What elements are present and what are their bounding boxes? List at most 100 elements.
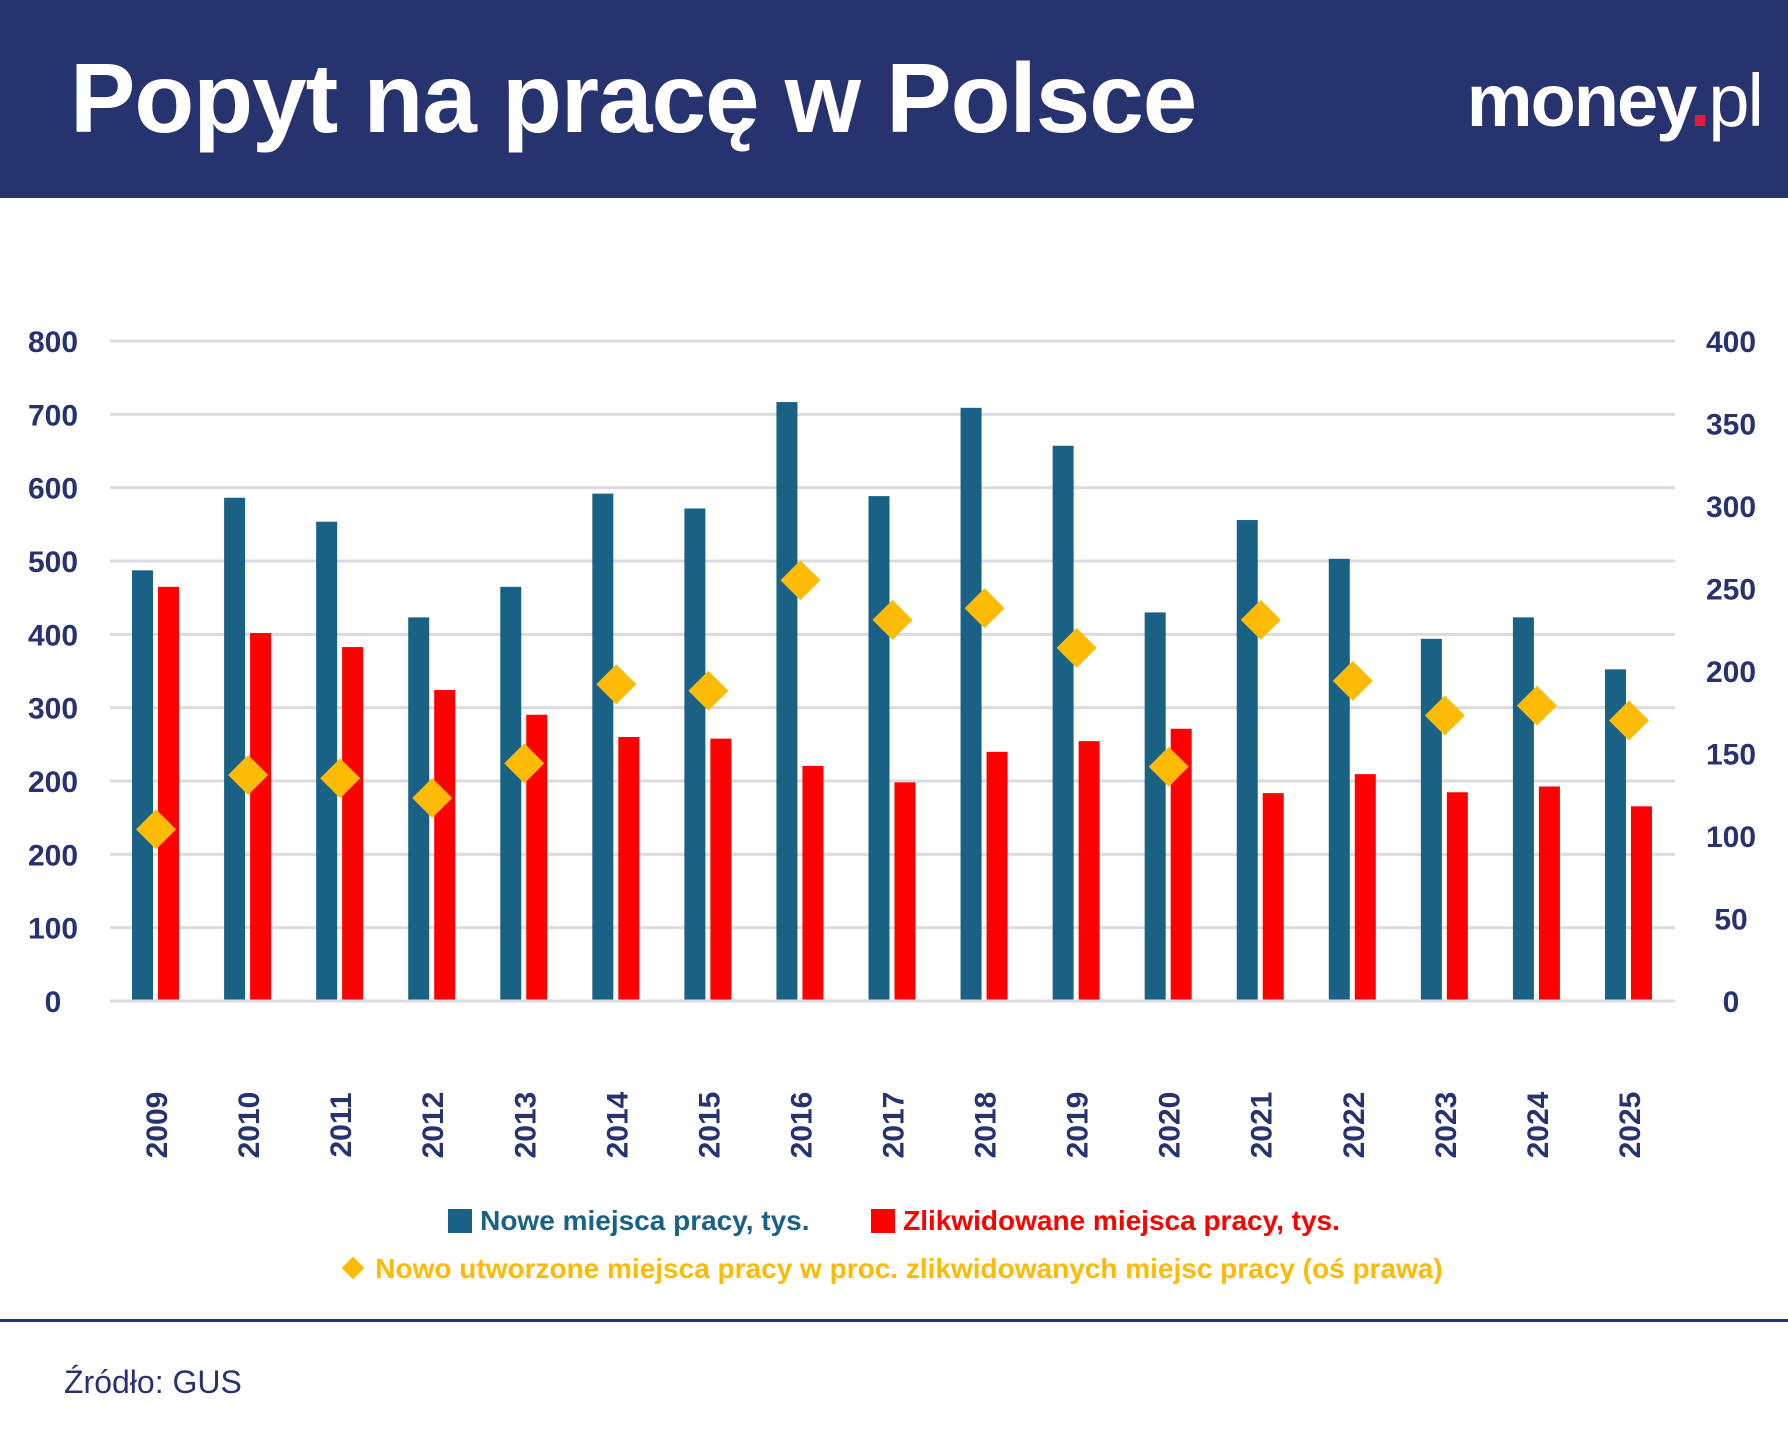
ratio-marker bbox=[228, 754, 269, 795]
ratio-marker bbox=[1148, 746, 1189, 787]
bar-new-jobs bbox=[316, 521, 338, 1001]
bar-new-jobs bbox=[1604, 669, 1626, 1001]
x-tick-label: 2024 bbox=[1522, 1091, 1555, 1158]
x-tick-label: 2018 bbox=[970, 1092, 1003, 1159]
legend-swatch-lost-jobs bbox=[871, 1208, 896, 1233]
bar-new-jobs bbox=[500, 586, 522, 1001]
footer-divider bbox=[0, 1319, 1788, 1322]
legend-diamond-icon bbox=[341, 1256, 365, 1279]
bar-lost-jobs bbox=[1078, 741, 1100, 1001]
ratio-marker bbox=[1240, 599, 1281, 640]
x-tick-label: 2009 bbox=[141, 1092, 174, 1159]
bar-new-jobs bbox=[684, 508, 706, 1001]
y-left-tick-label: 200 bbox=[28, 839, 78, 872]
y-left-tick-label: 0 bbox=[45, 986, 62, 1019]
x-tick-label: 2012 bbox=[417, 1092, 450, 1159]
x-tick-label: 2017 bbox=[878, 1092, 911, 1159]
y-right-tick-label: 0 bbox=[1723, 986, 1740, 1019]
y-right-tick-label: 400 bbox=[1706, 326, 1756, 359]
bar-new-jobs bbox=[1512, 617, 1534, 1001]
bar-new-jobs bbox=[1236, 520, 1258, 1001]
y-right-tick-label: 300 bbox=[1706, 491, 1756, 524]
y-left-tick-label: 300 bbox=[28, 693, 78, 726]
y-right-tick-label: 250 bbox=[1706, 574, 1756, 607]
legend-row-bars: Nowe miejsca pracy, tys. Zlikwidowane mi… bbox=[0, 1203, 1788, 1237]
legend-item-new-jobs: Nowe miejsca pracy, tys. bbox=[448, 1204, 810, 1237]
ratio-marker bbox=[1332, 660, 1373, 701]
bar-lost-jobs bbox=[1630, 806, 1652, 1001]
legend-label-new-jobs: Nowe miejsca pracy, tys. bbox=[480, 1204, 810, 1236]
bar-lost-jobs bbox=[802, 765, 824, 1001]
header-bar: Popyt na pracę w Polsce money.pl bbox=[0, 0, 1788, 198]
ratio-marker bbox=[964, 588, 1005, 629]
y-left-tick-label: 100 bbox=[28, 913, 78, 946]
bar-new-jobs bbox=[592, 493, 614, 1001]
y-right-tick-label: 100 bbox=[1706, 821, 1756, 854]
ratio-marker bbox=[872, 599, 913, 640]
bar-lost-jobs bbox=[710, 738, 732, 1001]
legend-label-lost-jobs: Zlikwidowane miejsca pracy, tys. bbox=[903, 1204, 1340, 1236]
y-right-tick-label: 150 bbox=[1706, 739, 1756, 772]
bar-lost-jobs bbox=[434, 689, 456, 1001]
ratio-marker bbox=[1056, 627, 1097, 668]
x-tick-label: 2015 bbox=[693, 1092, 726, 1159]
x-tick-label: 2013 bbox=[509, 1092, 542, 1159]
x-tick-label: 2016 bbox=[785, 1092, 818, 1159]
bar-lost-jobs bbox=[158, 586, 180, 1001]
source-note: Źródło: GUS bbox=[64, 1364, 242, 1400]
y-left-tick-label: 700 bbox=[28, 399, 78, 432]
bar-new-jobs bbox=[1328, 558, 1350, 1001]
bar-new-jobs bbox=[1420, 638, 1442, 1001]
x-tick-label: 2010 bbox=[233, 1092, 266, 1159]
bar-new-jobs bbox=[1052, 445, 1074, 1001]
ratio-marker bbox=[412, 778, 453, 819]
bar-lost-jobs bbox=[342, 647, 364, 1001]
bar-lost-jobs bbox=[526, 714, 548, 1001]
bar-lost-jobs bbox=[618, 737, 640, 1001]
bar-lost-jobs bbox=[250, 633, 272, 1001]
chart-title: Popyt na pracę w Polsce bbox=[70, 43, 1197, 153]
bar-lost-jobs bbox=[1538, 786, 1560, 1001]
job-demand-chart: 0 100 200 200 300 400 500 600 700 800 0 50 100 150 200… bbox=[28, 326, 1756, 1159]
x-tick-label: 2022 bbox=[1338, 1092, 1371, 1159]
ratio-marker bbox=[1516, 685, 1557, 726]
bar-new-jobs bbox=[408, 617, 430, 1001]
x-tick-label: 2023 bbox=[1430, 1092, 1463, 1159]
y-right-tick-label: 50 bbox=[1714, 904, 1747, 937]
x-tick-label: 2025 bbox=[1614, 1092, 1647, 1159]
money-pl-logo: money.pl bbox=[1466, 59, 1764, 142]
y-left-tick-label: 600 bbox=[28, 473, 78, 506]
bar-new-jobs bbox=[868, 496, 890, 1001]
y-left-tick-label: 400 bbox=[28, 619, 78, 652]
legend-item-lost-jobs: Zlikwidowane miejsca pracy, tys. bbox=[871, 1205, 1340, 1237]
ratio-marker bbox=[504, 743, 545, 784]
bar-lost-jobs bbox=[1446, 792, 1468, 1001]
legend-item-ratio: Nowo utworzone miejsca pracy w proc. zli… bbox=[341, 1253, 1443, 1285]
bar-lost-jobs bbox=[1262, 793, 1284, 1001]
bar-lost-jobs bbox=[986, 751, 1008, 1001]
y-right-tick-label: 350 bbox=[1706, 409, 1756, 442]
ratio-marker bbox=[320, 758, 361, 799]
y-left-tick-label: 200 bbox=[28, 766, 78, 799]
bar-lost-jobs bbox=[1354, 774, 1376, 1001]
ratio-marker bbox=[780, 560, 821, 601]
ratio-marker bbox=[1608, 700, 1649, 741]
bar-new-jobs bbox=[224, 497, 246, 1001]
bar-new-jobs bbox=[776, 402, 798, 1001]
x-tick-label: 2020 bbox=[1154, 1092, 1187, 1159]
x-tick-label: 2014 bbox=[601, 1091, 634, 1158]
bar-new-jobs bbox=[132, 570, 154, 1001]
x-tick-label: 2021 bbox=[1246, 1092, 1279, 1159]
legend-swatch-new-jobs bbox=[448, 1208, 473, 1233]
ratio-marker bbox=[136, 809, 177, 850]
bar-new-jobs bbox=[960, 407, 982, 1001]
ratio-marker bbox=[688, 670, 729, 711]
x-tick-label: 2011 bbox=[325, 1092, 358, 1157]
y-left-tick-label: 500 bbox=[28, 546, 78, 579]
legend-row-ratio: Nowo utworzone miejsca pracy w proc. zli… bbox=[0, 1251, 1788, 1285]
ratio-marker bbox=[596, 664, 637, 705]
bar-lost-jobs bbox=[894, 782, 916, 1001]
bar-lost-jobs bbox=[1170, 728, 1192, 1001]
y-left-tick-label: 800 bbox=[28, 326, 78, 359]
ratio-marker bbox=[1424, 695, 1465, 736]
